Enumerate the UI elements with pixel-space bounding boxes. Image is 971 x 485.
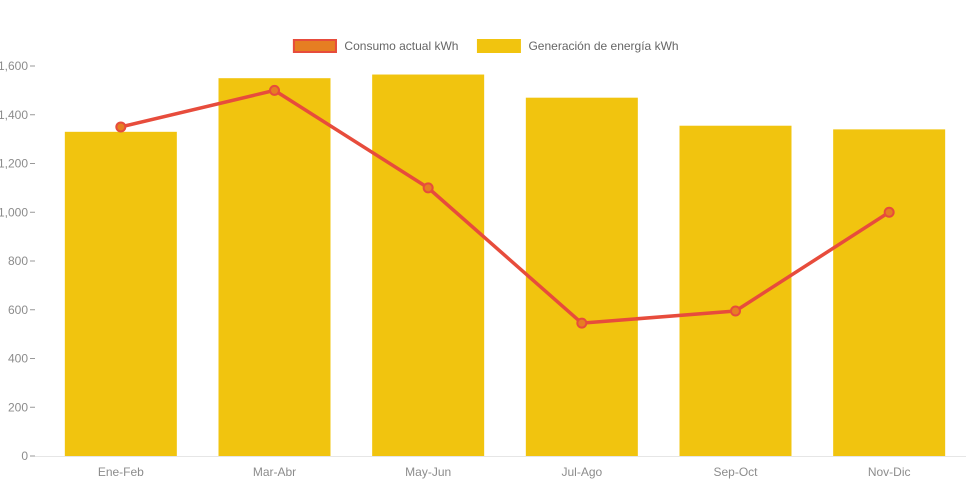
- x-axis-label-mar-abr: Mar-Abr: [253, 465, 296, 479]
- y-axis-label: 1,000: [0, 205, 28, 219]
- x-axis-label-nov-dic: Nov-Dic: [868, 465, 911, 479]
- legend-item-generacion[interactable]: Generación de energía kWh: [476, 39, 679, 53]
- generacion-swatch-icon: [476, 39, 521, 53]
- bar-may-jun: [372, 74, 485, 456]
- y-axis-label: 400: [8, 352, 28, 366]
- x-axis-label-ene-feb: Ene-Feb: [98, 465, 144, 479]
- x-axis-label-jul-ago: Jul-Ago: [561, 465, 602, 479]
- line-point-nov-dic: [883, 206, 895, 218]
- consumo-line: [119, 88, 891, 325]
- y-axis-label: 1,200: [0, 157, 28, 171]
- legend-label-consumo: Consumo actual kWh: [344, 39, 459, 53]
- y-axis-label: 600: [8, 303, 28, 317]
- x-axis-label-sep-oct: Sep-Oct: [713, 465, 758, 479]
- y-axis-label: 0: [21, 449, 28, 463]
- legend-label-generacion: Generación de energía kWh: [528, 39, 679, 53]
- y-axis-label: 1,600: [0, 59, 28, 73]
- line-point-mar-abr: [269, 84, 280, 96]
- line-point-jul-ago: [576, 317, 588, 329]
- line-point-sep-oct: [730, 305, 741, 317]
- line-point-may-jun: [422, 182, 434, 194]
- y-axis-label: 200: [8, 400, 28, 414]
- bar-jul-ago: [525, 97, 638, 456]
- y-axis-label: 800: [8, 254, 28, 268]
- x-axis-label-may-jun: May-Jun: [405, 465, 451, 479]
- legend-item-consumo[interactable]: Consumo actual kWh: [292, 39, 458, 53]
- y-axis-label: 1,400: [0, 108, 28, 122]
- bar-nov-dic: [833, 129, 946, 456]
- bar-sep-oct: [679, 125, 792, 456]
- bar-ene-feb: [64, 131, 177, 456]
- consumo-swatch-icon: [292, 39, 337, 53]
- line-point-ene-feb: [115, 121, 127, 133]
- bar-mar-abr: [218, 78, 331, 456]
- chart-legend: Consumo actual kWh Generación de energía…: [292, 39, 679, 53]
